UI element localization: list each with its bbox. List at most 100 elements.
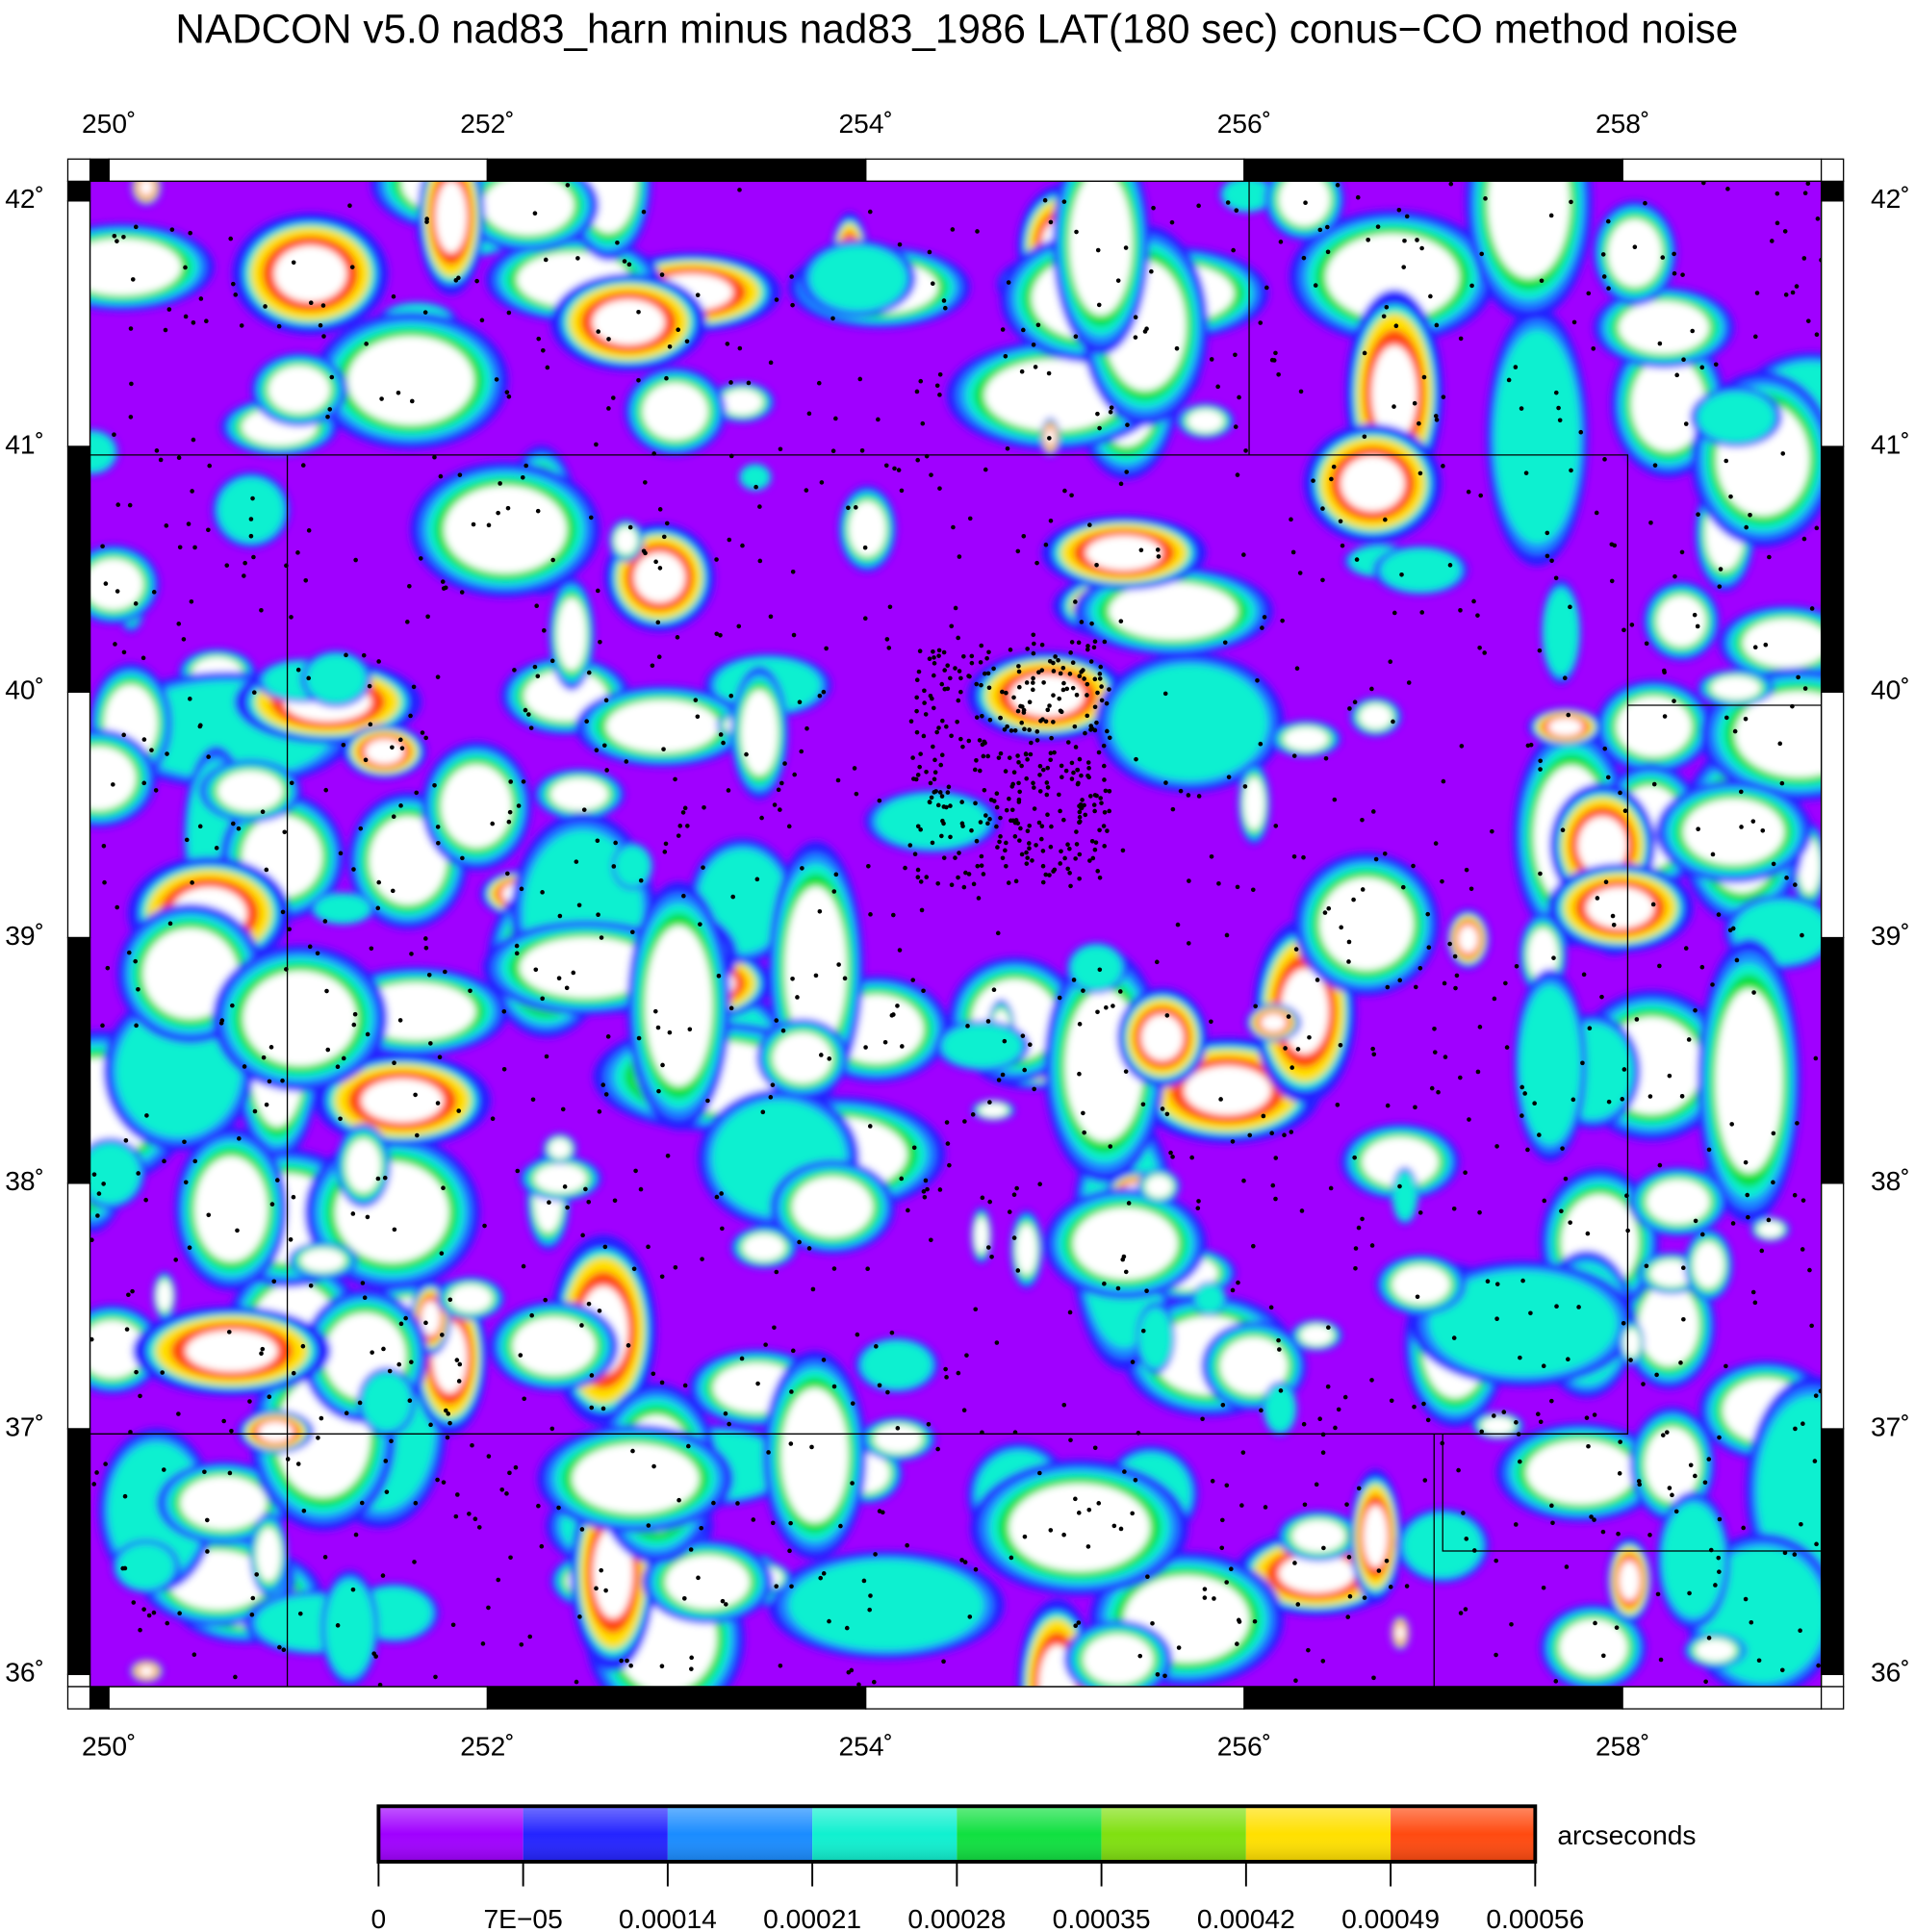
frame-segment — [865, 158, 1245, 183]
station-dot — [121, 649, 127, 655]
station-dot — [1163, 780, 1168, 785]
station-dot — [1782, 229, 1788, 234]
station-dot — [873, 1552, 878, 1557]
station-dot — [1241, 552, 1246, 557]
station-dot — [1085, 713, 1090, 719]
station-dot — [121, 732, 126, 738]
station-dot — [937, 790, 943, 795]
station-dot — [1461, 1511, 1466, 1515]
station-dot — [949, 733, 954, 739]
station-dot — [233, 1674, 238, 1680]
station-dot — [1432, 1026, 1437, 1031]
station-dot — [941, 855, 947, 860]
station-dot — [1085, 693, 1089, 698]
station-dot — [964, 1353, 969, 1358]
station-dot — [471, 521, 476, 527]
station-dot — [507, 1470, 512, 1476]
station-dot — [1346, 1555, 1352, 1560]
station-dot — [757, 558, 763, 564]
station-dot — [857, 376, 863, 382]
station-dot — [418, 556, 423, 561]
station-dot — [1278, 1388, 1284, 1393]
station-dot — [716, 974, 722, 979]
noise-blob — [1326, 233, 1460, 320]
frame-segment — [1820, 180, 1845, 202]
station-dot — [1542, 1198, 1547, 1204]
station-dot — [226, 1330, 232, 1335]
station-dot — [983, 740, 987, 746]
station-dot — [977, 738, 983, 743]
station-dot — [1549, 558, 1554, 564]
station-dot — [565, 1205, 570, 1210]
station-dot — [1149, 268, 1154, 274]
noise-blob — [142, 928, 239, 1019]
station-dot — [247, 1399, 252, 1404]
noise-blob — [848, 500, 886, 557]
station-dot — [1017, 838, 1022, 843]
station-dot — [1046, 370, 1052, 376]
station-dot — [606, 406, 611, 411]
station-dot — [759, 815, 764, 821]
station-dot — [1629, 623, 1635, 627]
station-dot — [527, 1634, 533, 1640]
station-dot — [1090, 855, 1096, 861]
station-dot — [1016, 797, 1022, 802]
station-dot — [1096, 750, 1102, 755]
station-dot — [353, 557, 358, 563]
station-dot — [736, 623, 742, 629]
station-dot — [936, 725, 941, 730]
station-dot — [1602, 457, 1607, 462]
station-dot — [1519, 1084, 1525, 1090]
station-dot — [1017, 684, 1022, 690]
station-dot — [1779, 780, 1785, 786]
station-dot — [1168, 1150, 1173, 1156]
station-dot — [1672, 699, 1676, 703]
station-dot — [1000, 1072, 1006, 1078]
station-dot — [1469, 283, 1474, 289]
station-dot — [140, 655, 146, 661]
station-dot — [957, 669, 962, 674]
station-dot — [1569, 468, 1573, 473]
station-dot — [827, 1056, 832, 1061]
station-dot — [1251, 1243, 1256, 1249]
station-dot — [782, 761, 787, 766]
y-tick-label: 40˚ — [1871, 674, 1910, 705]
station-dot — [1419, 610, 1425, 615]
station-dot — [937, 486, 942, 491]
station-dot — [1306, 1647, 1311, 1653]
station-dot — [1301, 1421, 1307, 1427]
station-dot — [1440, 1440, 1445, 1446]
station-dot — [1032, 641, 1036, 647]
station-dot — [702, 804, 706, 810]
station-dot — [1006, 280, 1011, 285]
station-dot — [479, 318, 485, 323]
x-tick-label: 254˚ — [838, 108, 892, 139]
station-dot — [985, 1019, 991, 1024]
station-dot — [435, 1101, 441, 1106]
station-dot — [189, 598, 194, 604]
station-dot — [335, 1623, 341, 1628]
frame-segment — [865, 1686, 1245, 1710]
station-dot — [1097, 875, 1103, 880]
station-dot — [1290, 549, 1296, 555]
station-dot — [1569, 199, 1573, 205]
station-dot — [1301, 854, 1306, 860]
station-dot — [1125, 422, 1130, 427]
station-dot — [1356, 1486, 1362, 1491]
station-dot — [371, 1651, 377, 1656]
station-dot — [264, 867, 269, 873]
station-dot — [1061, 1402, 1067, 1408]
station-dot — [315, 951, 320, 956]
station-dot — [1034, 843, 1038, 848]
noise-blob — [534, 1163, 588, 1193]
station-dot — [1233, 424, 1238, 429]
station-dot — [948, 803, 953, 808]
station-dot — [229, 1428, 234, 1434]
station-dot — [698, 922, 702, 927]
station-dot — [817, 693, 823, 699]
station-dot — [1261, 1113, 1266, 1119]
station-dot — [978, 820, 983, 825]
station-dot — [877, 1383, 882, 1388]
station-dot — [606, 337, 611, 342]
station-dot — [1060, 687, 1066, 693]
